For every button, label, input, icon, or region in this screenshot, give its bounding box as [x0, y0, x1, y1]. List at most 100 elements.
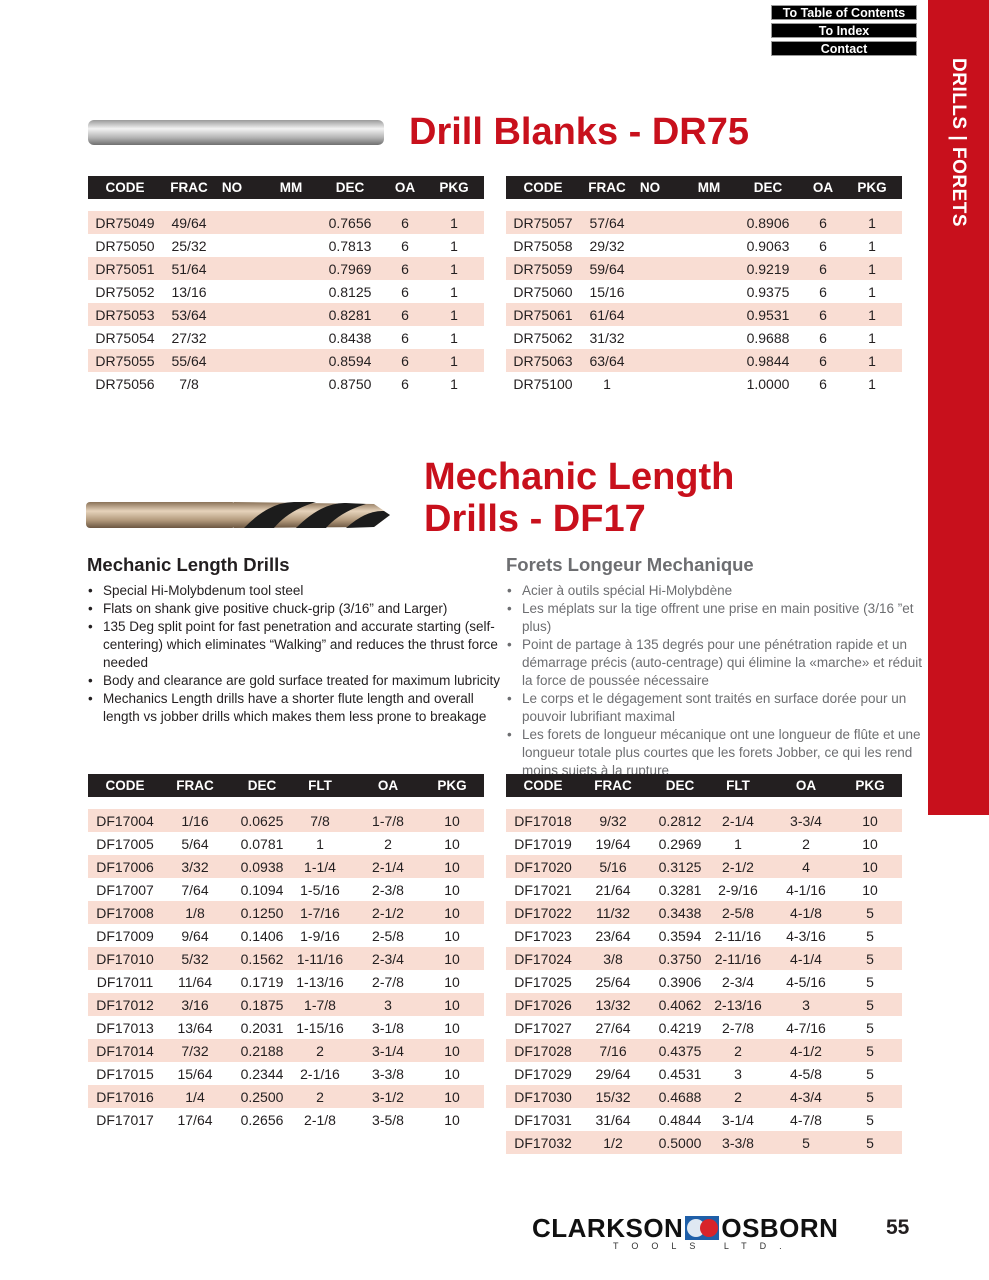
table-of-contents-link[interactable]: To Table of Contents: [771, 5, 917, 20]
df17-table-right: CODE FRAC DEC FLT OA PKG DF17018 9/32 0.2812 2-1/…: [506, 774, 902, 1154]
cell-oa: 3: [802, 997, 810, 1013]
table-row: DF17023 23/64 0.3594 2-11/16 4-3/16 5: [506, 924, 902, 947]
cell-flt: 2-7/8: [722, 1020, 754, 1036]
cell-code: DR75059: [513, 261, 573, 277]
cell-pkg: 5: [866, 905, 874, 921]
section-tab-label: DRILLS | FORETS: [948, 58, 969, 228]
cell-pkg: 1: [868, 238, 876, 254]
cell-flt: 1-1/4: [304, 859, 336, 875]
cell-dec: 0.2656: [240, 1112, 284, 1128]
table-row: DR75055 55/64 0.8594 6 1: [88, 349, 484, 372]
feature-bullet: Mechanics Length drills have a shorter f…: [88, 690, 503, 726]
cell-oa: 2: [802, 836, 810, 852]
cell-pkg: 10: [444, 1066, 460, 1082]
cell-flt: 2-13/16: [714, 997, 762, 1013]
cell-pkg: 5: [866, 1135, 874, 1151]
cell-code: DF17028: [514, 1043, 572, 1059]
cell-oa: 6: [819, 284, 827, 300]
cell-code: DR75052: [95, 284, 155, 300]
cell-dec: 0.7656: [328, 215, 372, 231]
cell-dec: 0.9375: [746, 284, 790, 300]
cell-pkg: 10: [444, 905, 460, 921]
cell-code: DF17013: [96, 1020, 154, 1036]
cell-pkg: 10: [444, 882, 460, 898]
cell-code: DF17017: [96, 1112, 154, 1128]
feature-bullet: Les méplats sur la tige offrent une pris…: [507, 600, 922, 636]
cell-oa: 3-1/8: [372, 1020, 404, 1036]
cell-oa: 6: [401, 261, 409, 277]
table-row: DF17005 5/64 0.0781 1 2 10: [88, 832, 484, 855]
cell-pkg: 1: [868, 261, 876, 277]
cell-flt: 1-13/16: [296, 974, 344, 990]
cell-oa: 6: [401, 376, 409, 392]
cell-oa: 6: [401, 353, 409, 369]
table-row: DR75050 25/32 0.7813 6 1: [88, 234, 484, 257]
cell-pkg: 1: [450, 261, 458, 277]
cell-code: DF17015: [96, 1066, 154, 1082]
cell-code: DF17029: [514, 1066, 572, 1082]
cell-flt: 2-5/8: [722, 905, 754, 921]
table-row: DR75056 7/8 0.8750 6 1: [88, 372, 484, 395]
cell-oa: 6: [401, 330, 409, 346]
table-row: DF17014 7/32 0.2188 2 3-1/4 10: [88, 1039, 484, 1062]
cell-oa: 3-3/8: [372, 1066, 404, 1082]
cell-dec: 0.3750: [658, 951, 702, 967]
section-tab: [928, 0, 989, 815]
index-link[interactable]: To Index: [771, 23, 917, 38]
cell-pkg: 10: [444, 951, 460, 967]
cell-frac: 15/64: [177, 1066, 213, 1082]
cell-code: DF17027: [514, 1020, 572, 1036]
table-row: DF17011 11/64 0.1719 1-13/16 2-7/8 10: [88, 970, 484, 993]
cell-pkg: 1: [868, 284, 876, 300]
cell-frac: 17/64: [177, 1112, 213, 1128]
column-header-pkg: PKG: [437, 778, 467, 793]
cell-oa: 4-5/16: [786, 974, 826, 990]
cell-flt: 2-1/2: [722, 859, 754, 875]
cell-code: DF17023: [514, 928, 572, 944]
cell-flt: 2-11/16: [714, 951, 762, 967]
cell-dec: 0.2500: [240, 1089, 284, 1105]
cell-oa: 6: [819, 353, 827, 369]
column-header-frac: FRAC: [594, 778, 632, 793]
cell-dec: 0.8750: [328, 376, 372, 392]
cell-frac: 9/64: [181, 928, 209, 944]
cell-frac: 11/32: [596, 905, 630, 921]
cell-frac: 55/64: [171, 353, 207, 369]
cell-pkg: 1: [868, 376, 876, 392]
table-row: DF17007 7/64 0.1094 1-5/16 2-3/8 10: [88, 878, 484, 901]
french-heading: Forets Longeur Mechanique: [506, 554, 754, 575]
cell-frac: 1: [603, 376, 611, 392]
cell-frac: 15/16: [589, 284, 625, 300]
cell-dec: 0.0625: [240, 813, 284, 829]
table-row: DF17013 13/64 0.2031 1-15/16 3-1/8 10: [88, 1016, 484, 1039]
cell-code: DR75053: [95, 307, 155, 323]
cell-frac: 25/32: [171, 238, 207, 254]
cell-pkg: 5: [866, 997, 874, 1013]
cell-code: DR75051: [95, 261, 155, 277]
cell-frac: 3/8: [603, 951, 623, 967]
cell-pkg: 5: [866, 1112, 874, 1128]
cell-code: DF17020: [514, 859, 572, 875]
cell-oa: 4-1/8: [790, 905, 822, 921]
cell-code: DF17014: [96, 1043, 154, 1059]
column-header-flt: FLT: [308, 778, 332, 793]
cell-pkg: 10: [444, 859, 460, 875]
contact-link[interactable]: Contact: [771, 41, 917, 56]
df17-table-left: CODE FRAC DEC FLT OA PKG DF17004 1/16 0.0625 7/8 1…: [88, 774, 484, 1131]
cell-dec: 0.8125: [328, 284, 372, 300]
clarkson-osborn-logo: CLARKSON OSBORN: [532, 1213, 839, 1243]
cell-oa: 2: [384, 836, 392, 852]
cell-dec: 0.3594: [658, 928, 702, 944]
table-header: CODE FRAC DEC FLT OA PKG: [88, 774, 484, 797]
cell-frac: 5/16: [599, 859, 627, 875]
cell-oa: 5: [802, 1135, 810, 1151]
cell-frac: 31/64: [595, 1112, 631, 1128]
cell-dec: 0.9063: [746, 238, 790, 254]
dr75-table-right: CODE FRAC NO MM DEC OA PKG DR75057 57/64 0.8906 6 1…: [506, 176, 902, 395]
cell-frac: 7/16: [599, 1043, 627, 1059]
cell-oa: 6: [819, 238, 827, 254]
cell-dec: 0.2188: [240, 1043, 284, 1059]
cell-oa: 6: [401, 238, 409, 254]
cell-frac: 1/16: [181, 813, 209, 829]
cell-dec: 0.2344: [240, 1066, 284, 1082]
